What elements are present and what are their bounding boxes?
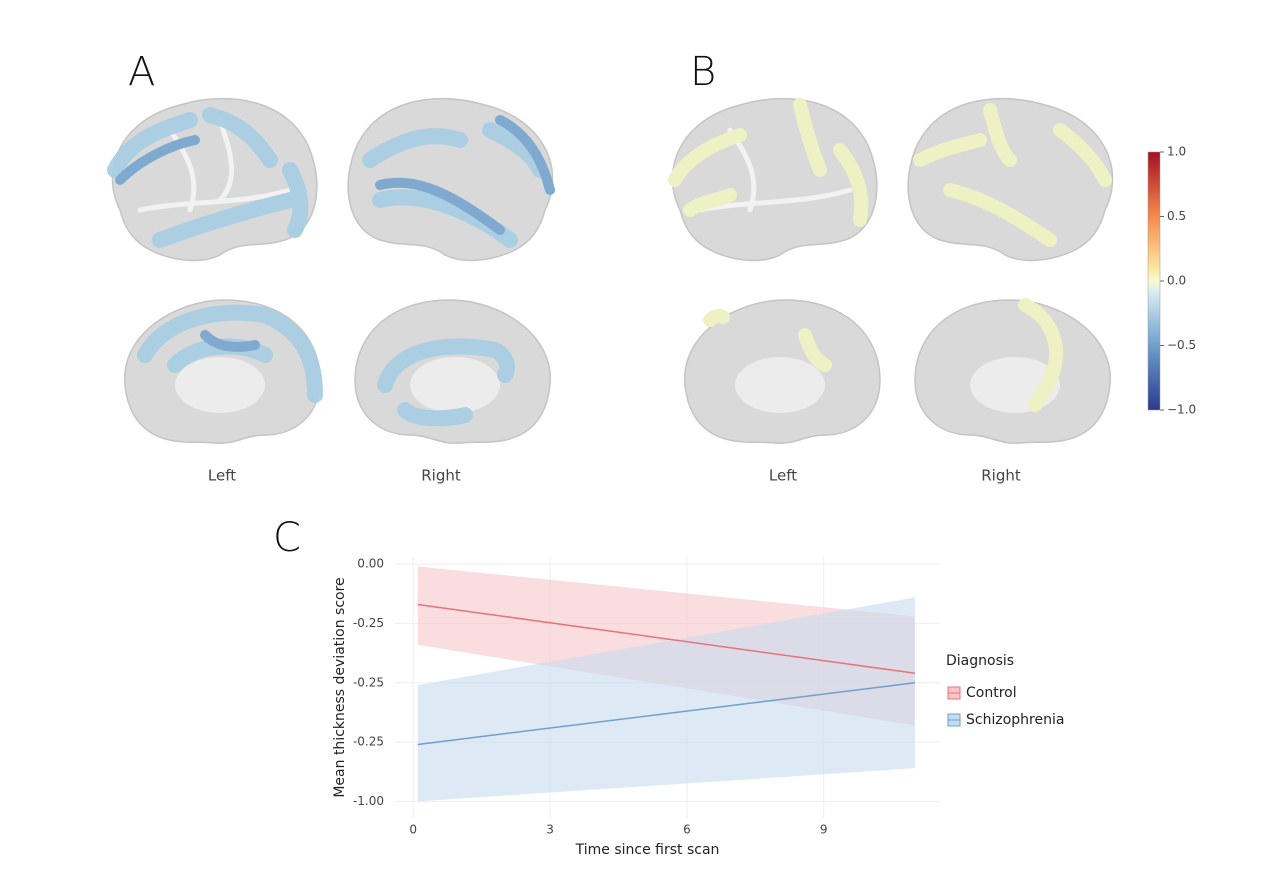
x-tick-label: 6 bbox=[683, 823, 691, 837]
colorbar-tick-label: −0.5 bbox=[1167, 338, 1196, 352]
y-tick-label: -0.25 bbox=[353, 675, 384, 689]
line bbox=[417, 682, 916, 746]
colorbar-tick-label: 1.0 bbox=[1167, 145, 1186, 159]
x-tick-label: 0 bbox=[409, 823, 417, 837]
colorbar-tick-label: 0.0 bbox=[1167, 274, 1186, 288]
colorbar bbox=[1147, 151, 1161, 411]
y-tick-label: -0.25 bbox=[353, 616, 384, 630]
hemisphere-label: Left bbox=[769, 467, 797, 485]
x-axis-label: Time since first scan bbox=[575, 842, 720, 858]
brain-lateral-left bbox=[668, 97, 878, 262]
y-axis-label: Mean thickness deviation score bbox=[332, 577, 348, 797]
legend-label: Schizophrenia bbox=[966, 712, 1064, 728]
y-tick-label: 0.00 bbox=[357, 557, 384, 571]
line bbox=[417, 603, 916, 675]
x-tick-label: 3 bbox=[546, 823, 554, 837]
brain-lateral-left bbox=[107, 97, 318, 262]
panel-label: A bbox=[128, 49, 155, 95]
hemisphere-label: Right bbox=[421, 467, 461, 485]
brain-medial-left bbox=[683, 299, 881, 445]
brain-medial-right bbox=[914, 298, 1112, 445]
panel-label: B bbox=[690, 49, 716, 95]
x-tick-label: 9 bbox=[820, 823, 828, 837]
legend-title: Diagnosis bbox=[946, 653, 1014, 669]
legend-label: Control bbox=[966, 685, 1017, 701]
brain-lateral-right bbox=[347, 97, 555, 262]
colorbar-tick-label: −1.0 bbox=[1167, 403, 1196, 417]
panel-label: C bbox=[273, 515, 301, 561]
brain-medial-right bbox=[354, 299, 552, 445]
hemisphere-label: Right bbox=[981, 467, 1021, 485]
brain-lateral-right bbox=[907, 97, 1114, 262]
y-tick-label: -0.25 bbox=[353, 735, 384, 749]
line-chart: 0.00 -0.25 -0.25 -0.25 -1.00 0 3 6 9 Time since f… bbox=[332, 557, 1064, 858]
colorbar-tick-label: 0.5 bbox=[1167, 209, 1186, 223]
hemisphere-label: Left bbox=[208, 467, 236, 485]
confidence-band bbox=[417, 597, 915, 802]
colorbar-ticks: 1.0 0.5 0.0 −0.5 −1.0 bbox=[1160, 145, 1196, 417]
brain-medial-left bbox=[123, 299, 323, 445]
y-tick-label: -1.00 bbox=[353, 794, 384, 808]
